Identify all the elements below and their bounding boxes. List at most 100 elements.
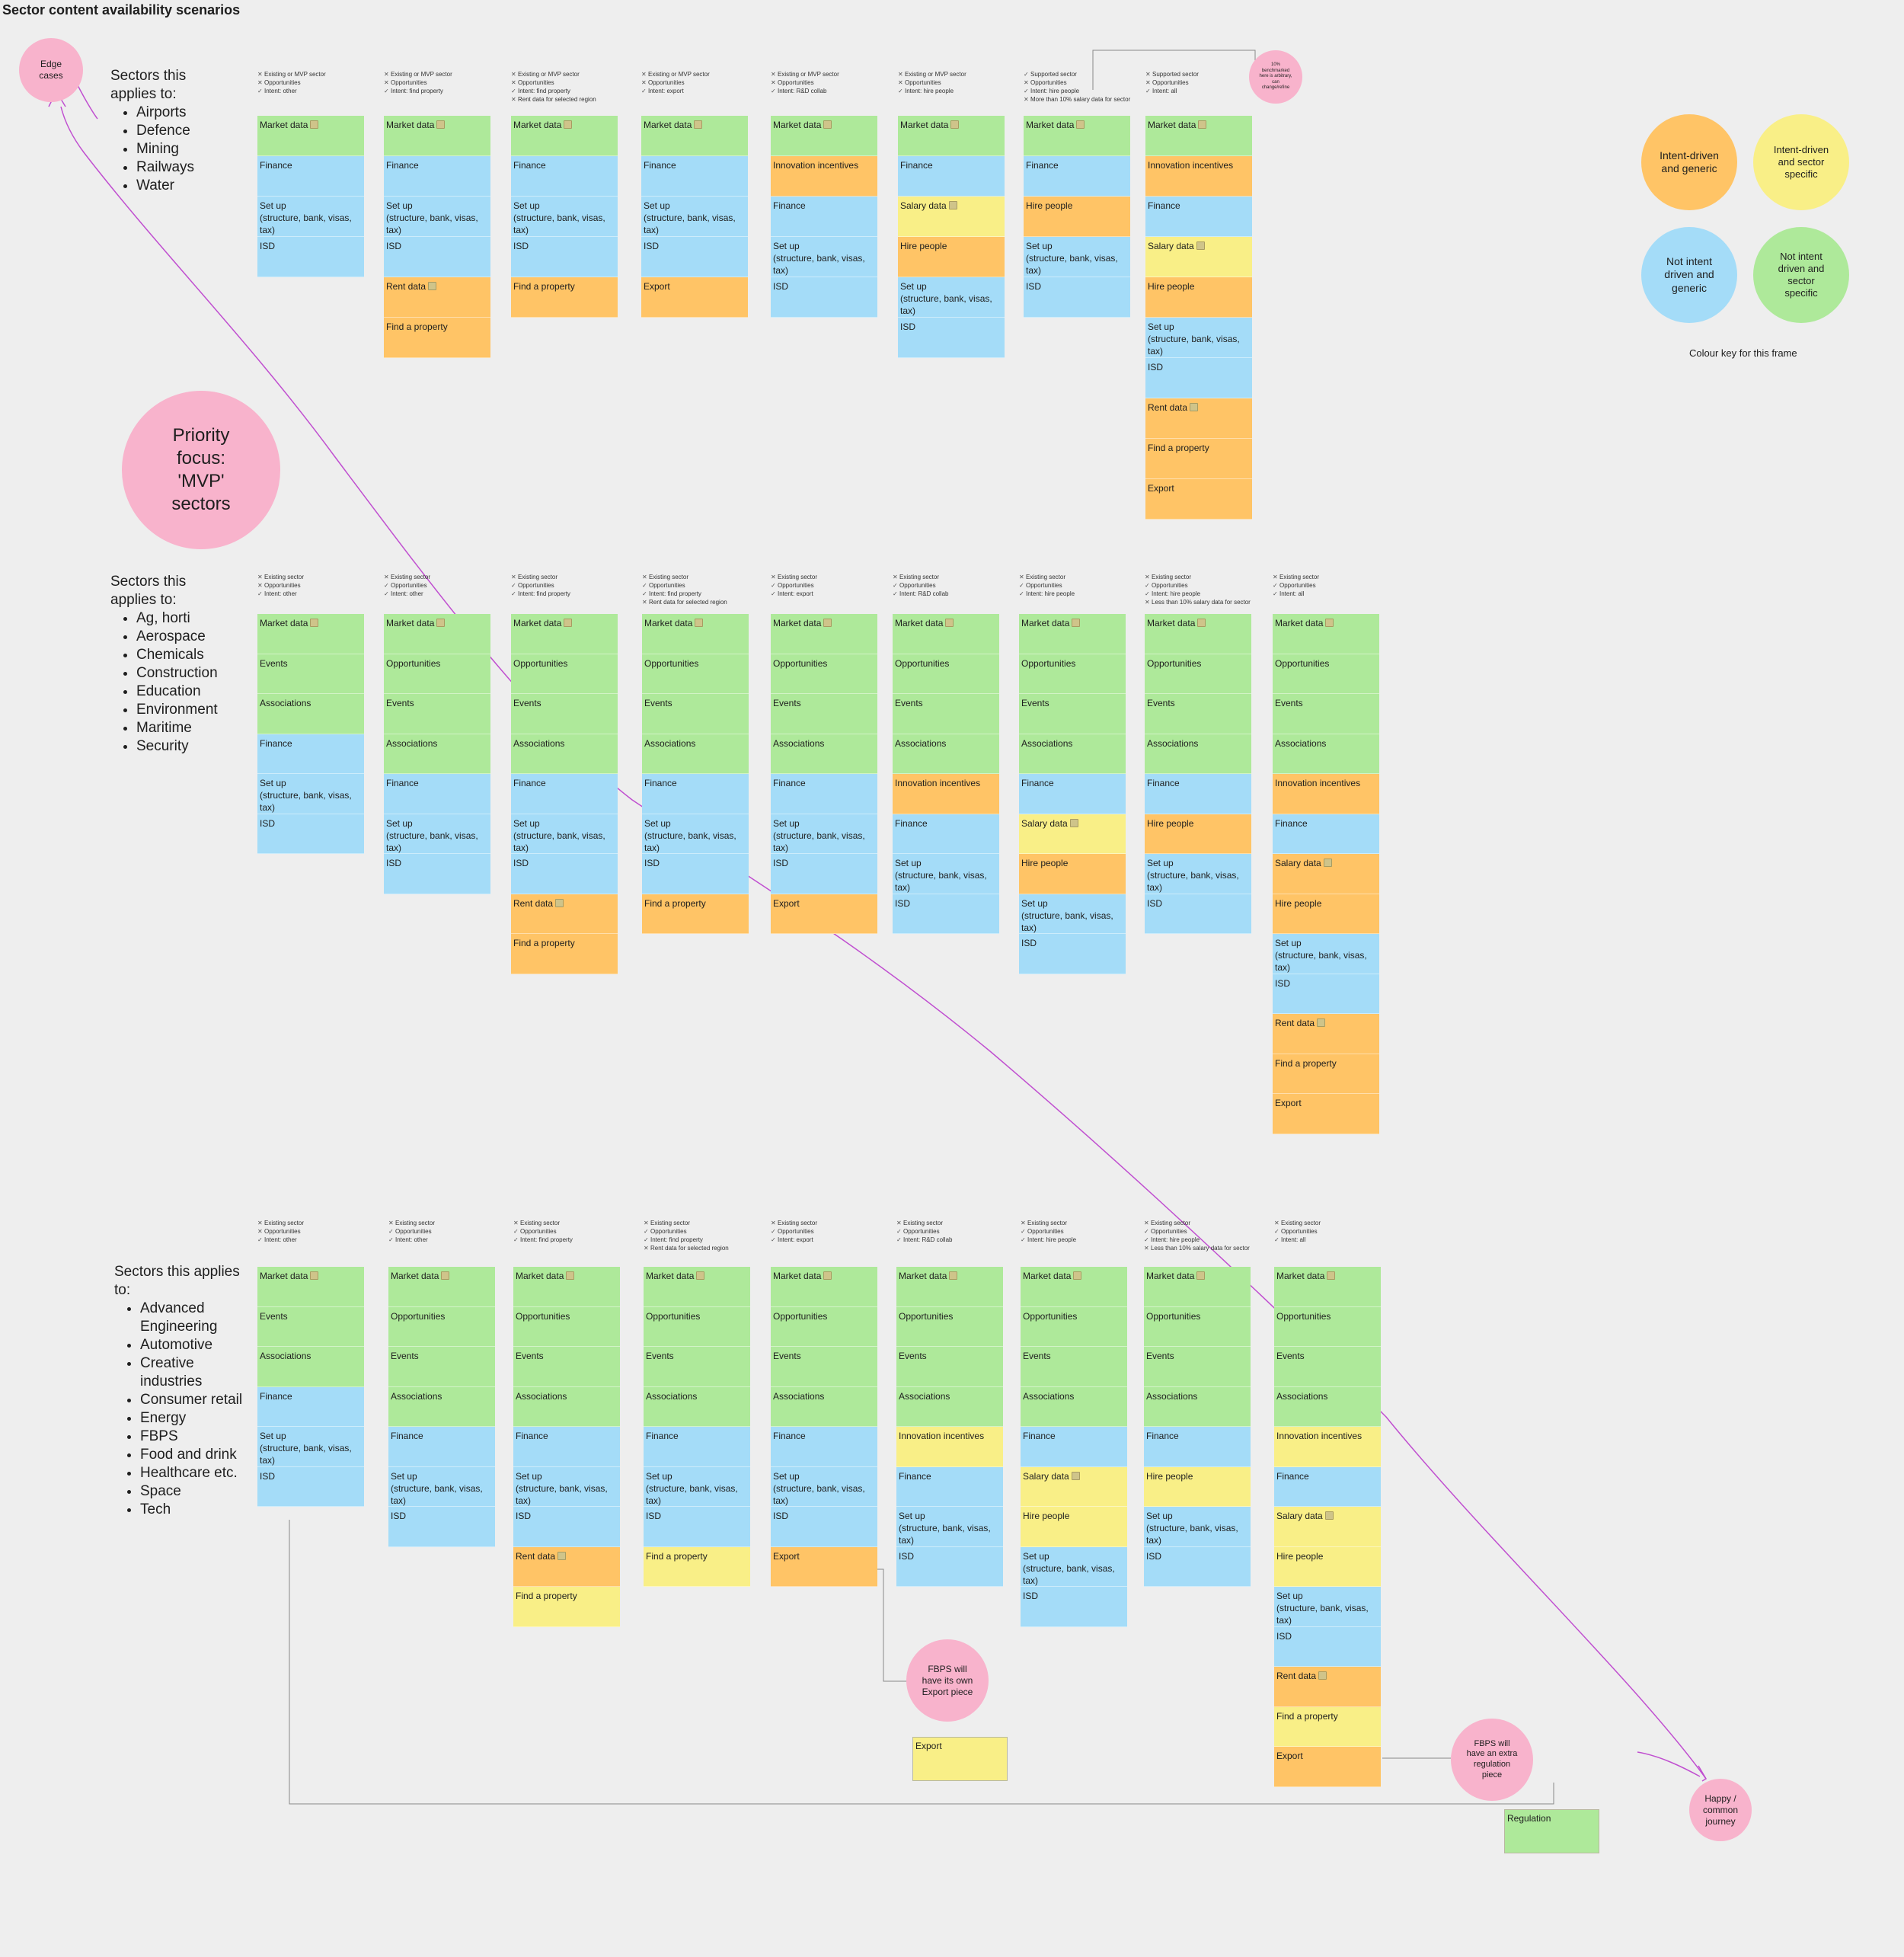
condition-line: ✓ Intent: hire people xyxy=(1024,87,1130,95)
data-sticker-icon xyxy=(823,120,832,129)
content-block: Associations xyxy=(771,1386,877,1427)
condition-line: ✓ Opportunities xyxy=(893,581,948,590)
scenario-column: Market data Opportunities Events Associatio… xyxy=(388,1267,495,1547)
check-icon: ✓ xyxy=(771,88,776,94)
condition-line: ✕ Existing sector xyxy=(771,1219,817,1227)
content-block: Hire people xyxy=(1019,854,1126,894)
content-block: Events xyxy=(1145,694,1251,734)
content-block-label: Associations xyxy=(1147,737,1199,749)
condition-text: Opportunities xyxy=(391,582,427,589)
condition-line: ✕ Opportunities xyxy=(511,78,596,87)
content-block: Opportunities xyxy=(893,654,999,694)
content-block-label: Market data xyxy=(773,120,822,130)
content-block: ISD xyxy=(388,1507,495,1547)
content-block-label: Events xyxy=(1275,698,1303,708)
content-block-label: Set up xyxy=(899,1511,925,1521)
happy-journey-note: Happy / common journey xyxy=(1689,1779,1752,1841)
content-block-label: ISD xyxy=(1276,1630,1292,1642)
sector-list-heading: Sectors this applies to: xyxy=(114,1264,240,1298)
content-block-label: Set up xyxy=(260,1431,286,1441)
content-block-label: Associations xyxy=(773,1390,825,1402)
sector-list-heading: Sectors this applies to: xyxy=(110,574,187,608)
condition-line: ✕ Opportunities xyxy=(257,581,304,590)
check-icon: ✓ xyxy=(257,88,263,94)
content-block: Market data xyxy=(644,1267,750,1307)
content-block-label: ISD xyxy=(900,321,916,332)
content-block: Finance xyxy=(1019,774,1126,814)
condition-text: Intent: hire people xyxy=(1027,1236,1077,1243)
content-block: Finance xyxy=(771,1427,877,1467)
sector-item: Maritime xyxy=(136,719,225,737)
content-block-label: (structure, bank, visas, tax) xyxy=(1148,334,1240,357)
content-block-label: (structure, bank, visas, tax) xyxy=(895,870,987,893)
content-block: Finance xyxy=(257,734,364,774)
cross-icon: ✕ xyxy=(1145,599,1150,606)
content-block: Finance xyxy=(511,774,618,814)
legend-caption: Colour key for this frame xyxy=(1689,347,1797,359)
content-block: Innovation incentives xyxy=(893,774,999,814)
content-block: Market data xyxy=(898,116,1005,156)
condition-text: Intent: hire people xyxy=(905,88,954,94)
content-block: Set up (structure, bank, visas, tax) xyxy=(1019,894,1126,934)
content-block-label: Innovation incentives xyxy=(899,1431,985,1441)
condition-text: Opportunities xyxy=(1151,1228,1187,1235)
data-sticker-icon xyxy=(1327,1271,1336,1280)
content-block-label: Events xyxy=(516,1351,544,1361)
content-block: Export xyxy=(771,894,877,934)
content-block-label: ISD xyxy=(1148,362,1164,373)
condition-line: ✓ Intent: find property xyxy=(642,590,727,598)
content-block: Set up (structure, bank, visas, tax) xyxy=(1145,854,1251,894)
condition-line: ✓ Opportunities xyxy=(1273,581,1319,590)
content-block: Set up (structure, bank, visas, tax) xyxy=(388,1466,495,1507)
scenario-column: Market data Events Associations Finance Set … xyxy=(257,614,364,854)
content-block-label: Associations xyxy=(1021,737,1073,749)
content-block: Set up (structure, bank, visas, tax) xyxy=(898,277,1005,318)
condition-text: Opportunities xyxy=(903,1228,940,1235)
content-block-label: Finance xyxy=(391,1431,423,1441)
content-block: Hire people xyxy=(898,237,1005,277)
fbps-regulation-note: FBPS will have an extra regulation piece xyxy=(1451,1719,1533,1801)
condition-text: Intent: find property xyxy=(649,590,701,597)
content-block: Opportunities xyxy=(771,654,877,694)
content-block: Finance xyxy=(384,774,490,814)
condition-line: ✕ Existing sector xyxy=(1019,573,1075,581)
data-sticker-icon xyxy=(948,201,957,209)
content-block-label: Rent data xyxy=(1275,1018,1315,1028)
content-block-label: Market data xyxy=(260,1271,308,1281)
condition-line: ✕ Existing sector xyxy=(1021,1219,1076,1227)
condition-line: ✕ Existing or MVP sector xyxy=(898,70,966,78)
content-block: Find a property xyxy=(644,1546,750,1587)
cross-icon: ✕ xyxy=(511,79,516,86)
content-block-label: Finance xyxy=(899,1470,931,1482)
scenario-conditions: ✕ Existing sector ✕ Opportunities ✓ Intent: o… xyxy=(257,573,304,598)
content-block-label: Set up xyxy=(516,1470,542,1482)
condition-line: ✓ Opportunities xyxy=(1145,581,1251,590)
scenario-conditions: ✕ Existing sector ✓ Opportunities ✓ Intent: f… xyxy=(511,573,570,598)
data-sticker-icon xyxy=(310,619,319,627)
data-sticker-icon xyxy=(310,1271,319,1280)
content-block-label: Opportunities xyxy=(644,657,699,669)
content-block: ISD xyxy=(1145,358,1252,398)
condition-text: Opportunities xyxy=(518,79,554,86)
content-block-label: Market data xyxy=(1021,618,1070,628)
content-block: Events xyxy=(642,694,749,734)
priority-label: Priority focus: 'MVP' sectors xyxy=(171,425,231,514)
scenario-conditions: ✕ Existing sector ✓ Opportunities ✓ Intent: R… xyxy=(893,573,948,598)
content-block: Salary data xyxy=(1021,1466,1127,1507)
content-block-label: (structure, bank, visas, tax) xyxy=(260,790,352,813)
condition-text: Intent: all xyxy=(1279,590,1305,597)
content-block-label: Set up xyxy=(773,1470,800,1482)
data-sticker-icon xyxy=(557,1551,567,1560)
content-block: Opportunities xyxy=(511,654,618,694)
condition-text: Existing sector xyxy=(1152,574,1192,580)
content-block-label: Set up xyxy=(1026,241,1053,251)
content-block-label: Market data xyxy=(1026,120,1075,130)
condition-text: Opportunities xyxy=(648,79,685,86)
check-icon: ✓ xyxy=(513,1236,519,1243)
content-block-label: ISD xyxy=(260,817,276,829)
content-block-label: Opportunities xyxy=(516,1310,570,1322)
scenario-column: Market data Finance Set up (structure, bank… xyxy=(511,116,618,318)
cross-icon: ✕ xyxy=(257,582,263,589)
content-block-label: Set up xyxy=(513,817,540,829)
condition-text: Existing sector xyxy=(778,1220,818,1226)
